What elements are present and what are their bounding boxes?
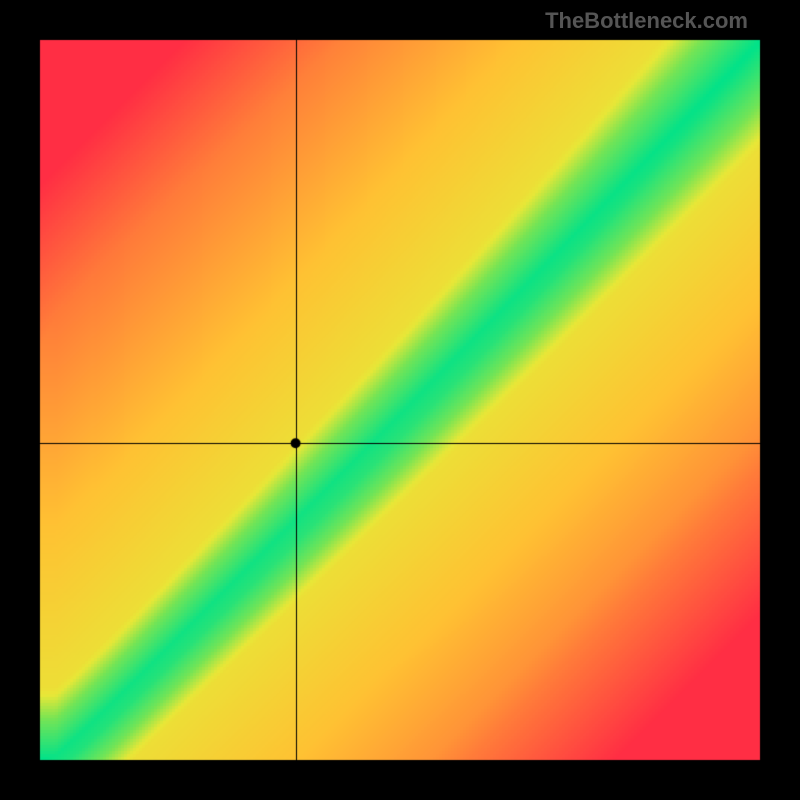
chart-container: { "watermark": { "text": "TheBottleneck.… xyxy=(0,0,800,800)
watermark-text: TheBottleneck.com xyxy=(545,8,748,34)
bottleneck-heatmap xyxy=(0,0,800,800)
